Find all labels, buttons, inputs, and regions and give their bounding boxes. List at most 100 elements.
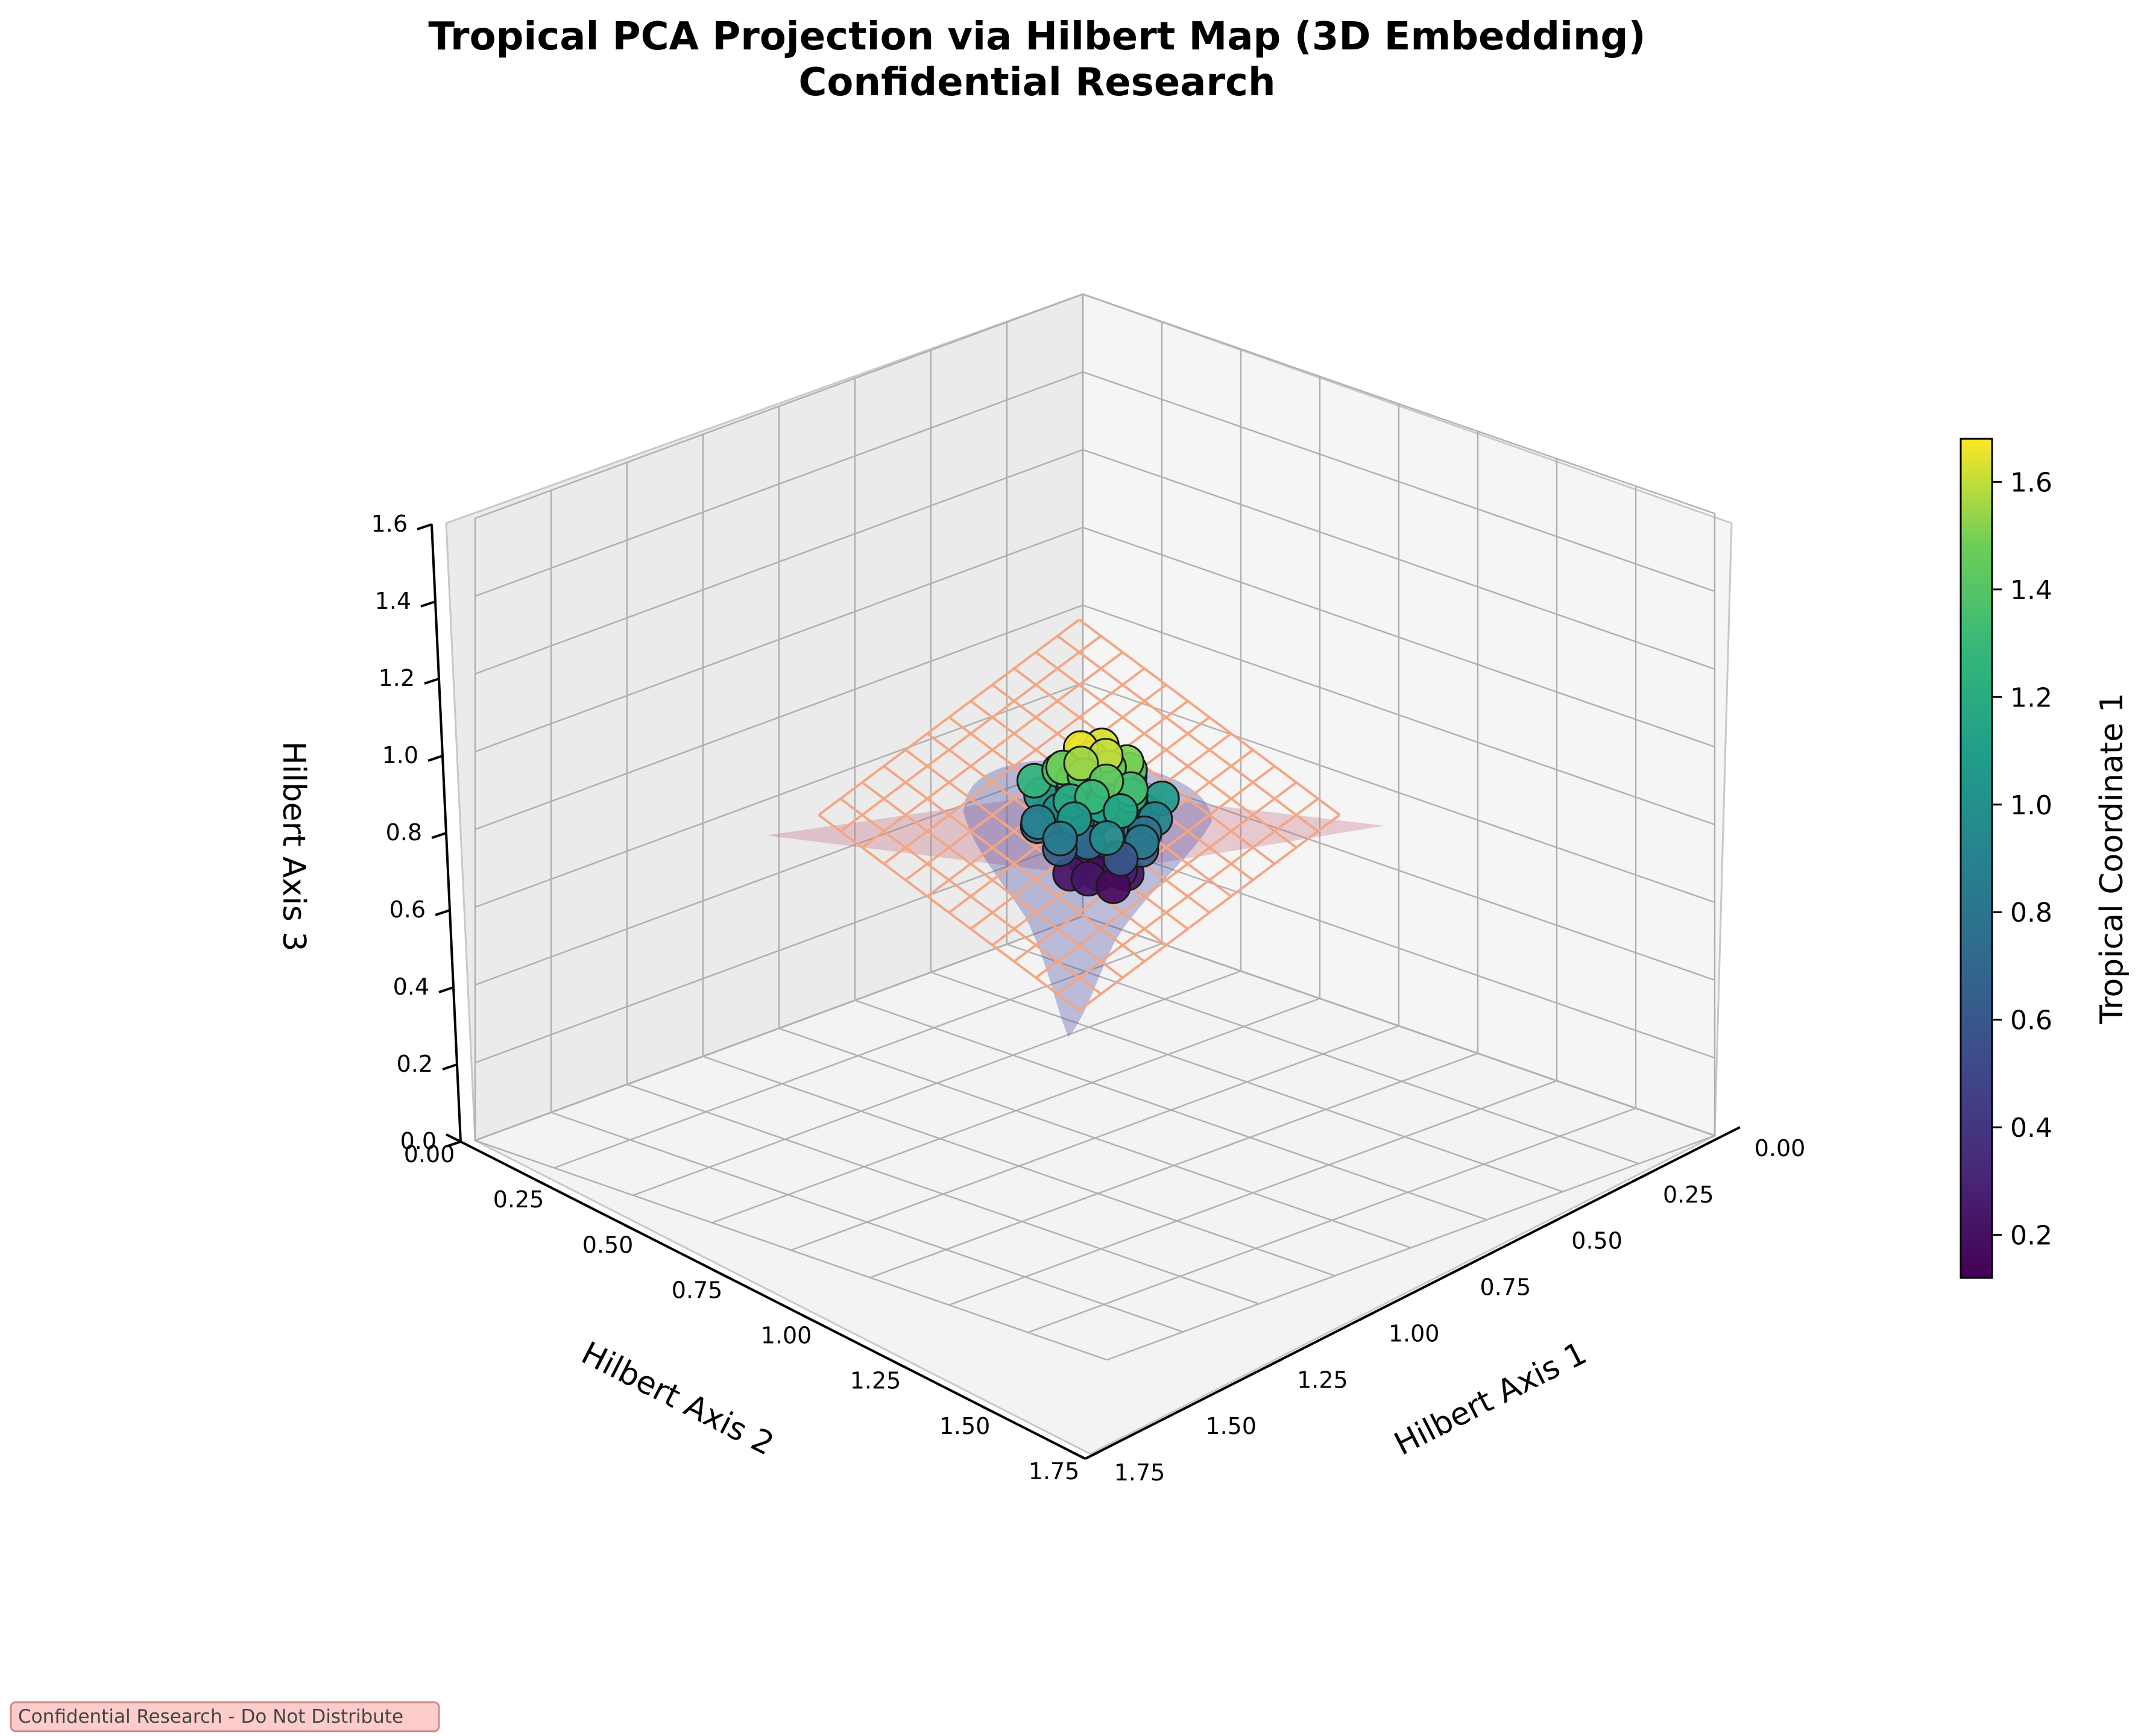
y-tick-label: 1.00 xyxy=(761,1322,812,1349)
z-tick-label: 0.8 xyxy=(386,819,422,846)
x-tick-label: 0.50 xyxy=(1571,1228,1622,1254)
colorbar-tick-label: 0.4 xyxy=(2010,1113,2052,1143)
z-axis-label: Hilbert Axis 3 xyxy=(276,741,312,952)
grid-line-floor-y xyxy=(702,1055,1335,1277)
x-axis-line xyxy=(1085,1133,1726,1460)
grid-lines xyxy=(474,293,1716,1361)
colorbar-ticks: 0.2 0.4 0.6 0.8 1.0 1.2 1.4 1.6 xyxy=(1992,467,2052,1251)
axes-3d xyxy=(430,292,1733,1460)
grid-line-floor-x xyxy=(1027,1107,1636,1333)
z-tick-label: 0.0 xyxy=(400,1128,437,1154)
x-tick-mark xyxy=(1450,1265,1466,1275)
x-tick-label: 1.25 xyxy=(1297,1366,1348,1393)
colorbar-gradient xyxy=(1960,438,1993,1279)
z-tick-mark xyxy=(442,1063,458,1071)
x-tick-mark xyxy=(1085,1450,1100,1460)
scatter-points xyxy=(1016,728,1180,904)
colorbar-label: Tropical Coordinate 1 xyxy=(2094,693,2130,1025)
y-tick-mark xyxy=(981,1405,997,1415)
footer-badge: Confidential Research - Do Not Distribut… xyxy=(10,1701,440,1732)
grid-line-right-horizontal xyxy=(1082,371,1715,593)
z-tick-mark xyxy=(417,523,432,530)
z-tick-label: 1.6 xyxy=(371,511,408,537)
colorbar-tick-label: 1.2 xyxy=(2010,682,2052,713)
z-tick-label: 1.2 xyxy=(379,665,415,691)
y-tick-labels: 0.00 0.25 0.50 0.75 1.00 1.25 1.50 1.75 xyxy=(404,1133,1086,1485)
x-tick-label: 0.75 xyxy=(1480,1274,1531,1301)
y-tick-mark xyxy=(713,1269,729,1279)
footer-badge-text: Confidential Research - Do Not Distribut… xyxy=(18,1706,403,1728)
x-tick-labels: 0.00 0.25 0.50 0.75 1.00 1.25 1.50 1.75 xyxy=(1085,1126,1806,1486)
wireframe-line xyxy=(1035,781,1298,979)
grid-line-floor-y xyxy=(626,1083,1260,1305)
z-tick-label: 0.6 xyxy=(389,896,426,923)
y-tick-mark xyxy=(446,1133,461,1143)
x-tick-mark xyxy=(1267,1357,1284,1368)
z-tick-mark xyxy=(427,755,443,762)
x-tick-mark xyxy=(1359,1311,1375,1321)
z-tick-label: 1.4 xyxy=(375,588,411,614)
chart-title-line1: Tropical PCA Projection via Hilbert Map … xyxy=(428,14,1645,59)
z-tick-mark xyxy=(435,909,450,916)
y-axis-label: Hilbert Axis 2 xyxy=(576,1335,780,1463)
wireframe-line xyxy=(839,797,1102,995)
y-tick-mark xyxy=(535,1178,550,1188)
colorbar-tick-label: 1.4 xyxy=(2010,575,2052,606)
y-tick-mark xyxy=(624,1224,640,1234)
grid-line-right-horizontal xyxy=(1082,293,1715,515)
grid-line-floor-y xyxy=(475,1139,1108,1361)
grid-line-right-horizontal xyxy=(1082,604,1715,826)
grid-line-left-horizontal xyxy=(475,293,1083,520)
z-tick-labels: 0.0 0.2 0.4 0.6 0.8 1.0 1.2 1.4 1.6 xyxy=(371,511,461,1154)
colorbar: 0.2 0.4 0.6 0.8 1.0 1.2 1.4 1.6 Tropical Coordi… xyxy=(1960,438,2130,1279)
colorbar-tick-label: 0.6 xyxy=(2010,1005,2052,1036)
wireframe-line xyxy=(1056,797,1319,995)
data-point xyxy=(1042,820,1078,857)
x-tick-label: 1.75 xyxy=(1114,1459,1165,1486)
z-tick-label: 0.2 xyxy=(397,1051,433,1077)
grid-line-floor-x xyxy=(948,1080,1557,1306)
grid-line-floor-x xyxy=(869,1052,1478,1278)
z-tick-mark xyxy=(424,678,440,685)
wireframe-line xyxy=(818,814,1080,1011)
y-tick-label: 1.25 xyxy=(850,1368,901,1394)
grid-line-left-horizontal xyxy=(475,604,1083,831)
grid-line-floor-y xyxy=(550,1112,1184,1333)
y-tick-label: 1.75 xyxy=(1029,1458,1080,1485)
x-axis-label: Hilbert Axis 1 xyxy=(1389,1335,1592,1463)
y-axis-line xyxy=(460,1140,1086,1460)
chart-title-line2: Confidential Research xyxy=(798,60,1275,105)
colorbar-tick-label: 0.2 xyxy=(2010,1221,2052,1251)
y-tick-mark xyxy=(892,1359,907,1370)
y-tick-mark xyxy=(1070,1450,1086,1460)
x-tick-label: 0.00 xyxy=(1755,1135,1806,1162)
x-tick-label: 1.50 xyxy=(1205,1413,1257,1439)
grid-line-right-horizontal xyxy=(1082,526,1715,748)
z-tick-mark xyxy=(420,600,436,608)
z-tick-mark xyxy=(431,832,447,839)
colorbar-tick-label: 1.6 xyxy=(2010,467,2052,498)
data-point xyxy=(1089,820,1125,856)
grid-line-left-horizontal xyxy=(475,526,1083,753)
colorbar-tick-label: 0.8 xyxy=(2010,898,2052,928)
data-point xyxy=(1063,746,1099,782)
x-tick-mark xyxy=(1633,1172,1650,1182)
z-tick-label: 0.4 xyxy=(393,973,429,1000)
y-tick-label: 0.00 xyxy=(404,1141,455,1168)
grid-line-floor-x xyxy=(1106,1134,1715,1361)
grid-line-left-horizontal xyxy=(475,448,1083,675)
y-tick-label: 0.25 xyxy=(493,1186,544,1213)
y-tick-label: 0.50 xyxy=(582,1231,634,1258)
x-tick-mark xyxy=(1725,1126,1741,1136)
x-tick-mark xyxy=(1176,1404,1192,1414)
colorbar-tick-label: 1.0 xyxy=(2010,790,2052,821)
z-tick-mark xyxy=(438,986,454,993)
footer-badge-box xyxy=(10,1701,440,1732)
grid-line-right-horizontal xyxy=(1082,448,1715,670)
grid-line-floor-y xyxy=(778,1027,1411,1249)
y-tick-mark xyxy=(802,1314,818,1324)
x-tick-label: 1.00 xyxy=(1389,1320,1440,1347)
y-tick-label: 0.75 xyxy=(672,1277,723,1303)
y-tick-label: 1.50 xyxy=(939,1413,991,1439)
